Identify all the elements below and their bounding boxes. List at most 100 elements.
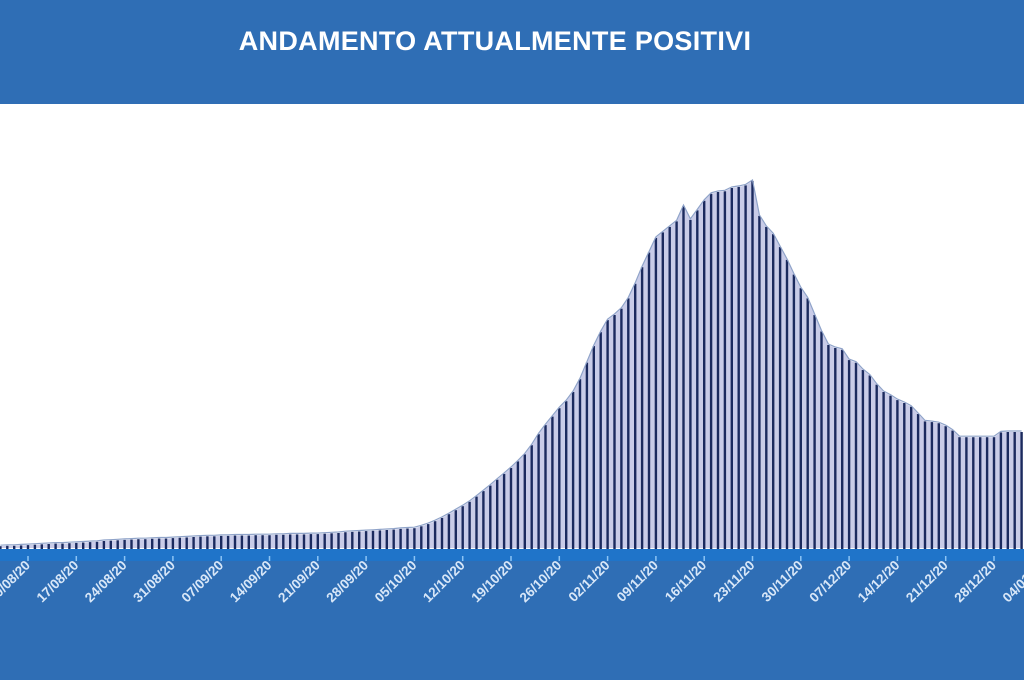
bar	[979, 437, 982, 549]
bar	[640, 267, 644, 549]
bar	[627, 298, 630, 549]
bar	[923, 421, 927, 549]
bar	[144, 539, 147, 549]
bar	[847, 360, 851, 549]
x-tick-label: 14/12/20	[855, 558, 903, 606]
bar	[509, 468, 513, 549]
bar	[675, 221, 678, 549]
bar	[192, 537, 195, 549]
bar	[54, 543, 57, 549]
x-tick-label: 21/12/20	[903, 558, 951, 606]
bar	[682, 206, 685, 549]
x-tick-label: 24/08/20	[82, 558, 130, 606]
x-tick-label: 16/11/20	[662, 558, 709, 605]
bar	[233, 535, 237, 549]
bar	[668, 226, 671, 549]
bar	[309, 534, 313, 549]
bar	[337, 533, 340, 549]
bar	[558, 408, 561, 549]
bar	[958, 437, 961, 549]
bar	[737, 186, 740, 549]
bar	[565, 401, 568, 549]
bar	[537, 434, 540, 549]
bar	[578, 379, 582, 549]
bar	[344, 532, 347, 549]
series-line	[0, 179, 1022, 546]
bar	[323, 533, 326, 549]
bar	[834, 348, 837, 549]
bar	[247, 535, 250, 549]
bar	[406, 528, 409, 549]
bar	[523, 454, 526, 549]
bar	[661, 232, 664, 549]
bar	[254, 535, 257, 549]
bar	[778, 247, 782, 549]
bar	[47, 544, 50, 549]
bar	[930, 422, 934, 549]
bar	[854, 362, 858, 549]
bar	[489, 485, 492, 549]
bar	[889, 395, 892, 549]
bar	[351, 531, 354, 549]
bar	[772, 234, 775, 549]
bar	[965, 437, 968, 549]
bar	[427, 524, 430, 549]
bar	[33, 544, 37, 549]
bar	[61, 543, 64, 549]
bar	[868, 375, 871, 549]
bar	[19, 545, 23, 549]
bar	[461, 506, 464, 549]
bar	[896, 400, 899, 549]
bar	[799, 288, 802, 549]
bar	[164, 538, 168, 549]
bar	[530, 445, 533, 549]
x-tick-label: 04/01/21	[1000, 557, 1024, 605]
bar	[620, 308, 623, 549]
bar	[723, 191, 727, 550]
bar	[585, 362, 589, 549]
bar	[0, 546, 2, 549]
bar	[992, 437, 996, 549]
bar	[130, 539, 133, 549]
bar	[109, 540, 112, 549]
bar	[496, 479, 499, 549]
bar	[420, 526, 423, 549]
chart-title: ANDAMENTO ATTUALMENTE POSITIVI	[238, 26, 752, 56]
bar	[482, 491, 485, 549]
bar	[40, 544, 43, 549]
bar	[171, 538, 175, 549]
bar	[116, 540, 119, 549]
bar	[468, 501, 471, 549]
bar	[785, 259, 789, 549]
bar	[647, 252, 651, 549]
x-tick-label: 17/08/20	[34, 558, 82, 606]
bar	[592, 346, 595, 549]
bar	[861, 370, 865, 549]
bar	[302, 534, 306, 549]
bar	[364, 531, 368, 549]
bar	[689, 219, 692, 549]
bar	[613, 315, 616, 549]
bar	[295, 534, 299, 549]
bar	[226, 535, 230, 549]
bar	[882, 392, 885, 549]
x-tick-label: 19/10/20	[468, 558, 516, 606]
bar	[875, 384, 878, 549]
bar	[985, 437, 989, 549]
bar	[440, 517, 444, 549]
x-tick-label: 28/09/20	[323, 558, 371, 606]
bar	[758, 215, 761, 549]
x-tick-label: 02/11/20	[565, 558, 612, 605]
bar	[206, 536, 209, 549]
bar	[544, 425, 547, 549]
bar	[703, 200, 706, 550]
bar	[151, 538, 154, 549]
bar	[399, 528, 402, 549]
bar	[709, 193, 713, 550]
bar	[454, 510, 457, 549]
bar	[447, 514, 451, 549]
bar	[220, 535, 223, 549]
bar	[1020, 432, 1023, 549]
bar	[792, 274, 796, 549]
